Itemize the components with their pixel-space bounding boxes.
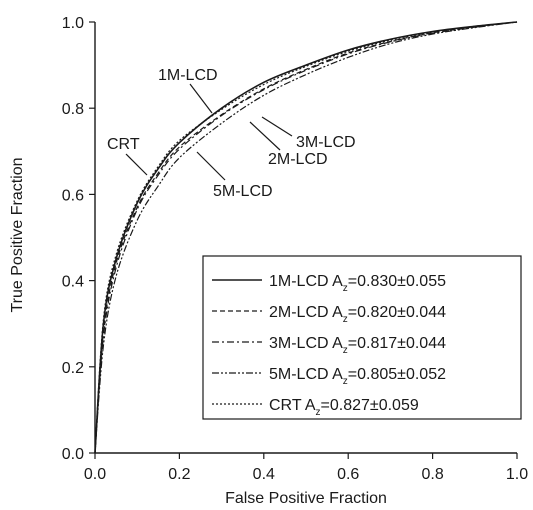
legend-entry: 1M-LCD Az=0.830±0.055 [269,273,446,294]
callout-label-1m-lcd: 1M-LCD [158,67,218,84]
roc-curve-3m-lcd [94,21,518,454]
roc-curve-2m-lcd [94,21,518,454]
roc-curves [94,21,518,454]
callout-label-crt: CRT [107,136,140,153]
legend-entry: 3M-LCD Az=0.817±0.044 [269,335,446,356]
y-tick-label: 0.4 [62,274,84,291]
y-tick-label: 0.8 [62,101,84,118]
x-axis-title: False Positive Fraction [225,490,387,507]
legend-entry: CRT Az=0.827±0.059 [269,397,419,418]
roc-curve-crt [94,21,518,454]
axes: 0.0 0.2 0.4 0.6 0.8 1.0 0.0 0.2 0.4 0.6 0.8 1.0 [62,15,528,483]
callout-label-5m-lcd: 5M-LCD [213,183,273,200]
y-tick-label: 0.2 [62,360,84,377]
x-tick-label: 1.0 [506,466,528,483]
roc-curve-5m-lcd [94,21,518,454]
callout-label-2m-lcd: 2M-LCD [268,151,328,168]
legend-entry: 2M-LCD Az=0.820±0.044 [269,304,446,325]
y-tick-label: 0.6 [62,187,84,204]
x-tick-label: 0.2 [168,466,190,483]
legend-entry: 5M-LCD Az=0.805±0.052 [269,366,446,387]
callout-label-3m-lcd: 3M-LCD [296,134,356,151]
x-tick-label: 0.8 [421,466,443,483]
x-tick-label: 0.4 [253,466,275,483]
y-tick-label: 1.0 [62,15,84,32]
legend: 1M-LCD Az=0.830±0.055 2M-LCD Az=0.820±0.0… [202,255,522,420]
y-axis-title: True Positive Fraction [9,157,26,312]
x-tick-label: 0.6 [337,466,359,483]
legend-box [202,255,522,420]
roc-curve-1m-lcd [94,21,518,454]
x-tick-label: 0.0 [84,466,106,483]
y-tick-label: 0.0 [62,446,84,463]
curve-labels: 1M-LCD CRT 3M-LCD 2M-LCD 5M-LCD [107,67,356,200]
